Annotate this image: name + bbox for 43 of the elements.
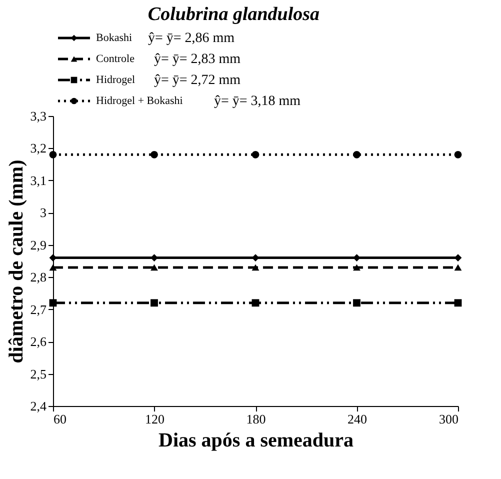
point bbox=[252, 264, 260, 271]
point bbox=[353, 299, 360, 307]
legend-label: Controle bbox=[96, 53, 135, 65]
y-tick-label: 3,3 bbox=[30, 108, 46, 124]
chart-title: Colubrina glandulosa bbox=[148, 4, 320, 25]
y-axis-title: diâmetro de caule (mm) bbox=[5, 160, 28, 364]
text: ŷ= ȳ= 2,83 mm bbox=[154, 52, 241, 67]
point bbox=[49, 299, 57, 307]
point bbox=[252, 150, 260, 158]
point bbox=[454, 299, 462, 307]
legend-label: Hidrogel + Bokashi bbox=[96, 95, 183, 107]
point bbox=[353, 150, 360, 158]
x-tick-label: 60 bbox=[54, 412, 66, 426]
x-axis-title: Dias após a semeadura bbox=[158, 430, 354, 452]
point bbox=[353, 264, 360, 271]
point bbox=[353, 254, 360, 262]
text: ŷ= ȳ= 3,18 mm bbox=[214, 94, 301, 109]
x-tick-label: 240 bbox=[348, 412, 367, 426]
y-tick-label: 2,8 bbox=[30, 270, 46, 285]
text: ŷ= ȳ= 2,72 mm bbox=[154, 73, 241, 88]
point bbox=[49, 264, 57, 271]
y-tick-label: 3,1 bbox=[30, 172, 46, 188]
point bbox=[150, 254, 158, 262]
point bbox=[454, 150, 462, 158]
point bbox=[49, 150, 57, 158]
text: ŷ= ȳ= 2,86 mm bbox=[148, 31, 235, 46]
legend-label: Hidrogel bbox=[96, 74, 136, 86]
point bbox=[150, 299, 158, 307]
x-tick-label: 300 bbox=[439, 412, 458, 426]
y-tick-label: 3 bbox=[40, 205, 46, 220]
y-tick-label: 3,2 bbox=[30, 140, 46, 156]
point bbox=[252, 299, 260, 307]
y-tick-label: 2,5 bbox=[30, 366, 46, 382]
point bbox=[150, 264, 158, 271]
point bbox=[454, 264, 462, 271]
legend-label: Bokashi bbox=[96, 32, 132, 44]
y-tick-label: 2,6 bbox=[30, 334, 47, 350]
y-tick-label: 2,7 bbox=[30, 302, 47, 317]
y-tick-label: 2,4 bbox=[30, 398, 47, 414]
x-tick-label: 120 bbox=[145, 412, 164, 426]
y-tick-label: 2,9 bbox=[30, 237, 46, 252]
point bbox=[150, 150, 158, 158]
x-tick-label: 180 bbox=[246, 412, 266, 426]
